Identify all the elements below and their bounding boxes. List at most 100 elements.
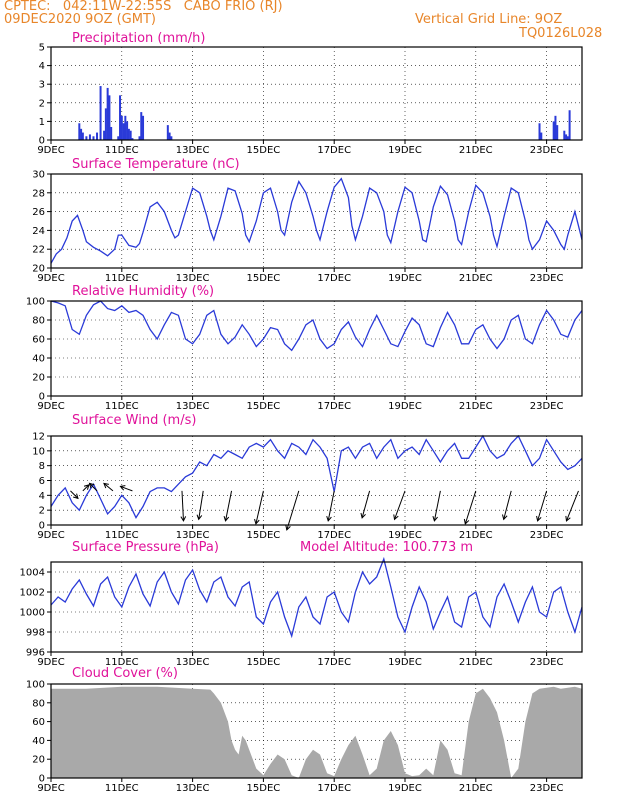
x-tick-label: 17DEC — [317, 657, 351, 668]
precip-bar — [122, 123, 125, 140]
x-tick-label: 13DEC — [176, 145, 210, 156]
precip-bar — [566, 136, 569, 140]
precip-bar — [129, 130, 132, 140]
y-tick-label: 4 — [39, 491, 45, 502]
wind-arrow — [537, 490, 548, 522]
x-tick-label: 23DEC — [530, 783, 564, 794]
precip-bar — [92, 136, 95, 140]
y-tick-label: 22 — [32, 245, 45, 256]
wind-arrow — [181, 490, 184, 521]
precip-bar — [120, 115, 123, 140]
y-tick-label: 1004 — [20, 568, 45, 579]
y-tick-label: 1002 — [20, 588, 45, 599]
panel-2: 20 22 24 26 28 30 9DEC 11DEC 13DEC 15DEC 17DEC 19DE… — [32, 157, 583, 284]
wind-arrow — [103, 482, 114, 492]
header-code: TQ0126L028 — [519, 26, 603, 41]
precip-bar — [110, 126, 113, 140]
precip-bar — [166, 125, 169, 140]
panel-6: 0 20 40 60 80 100 9DEC 11DEC 13DEC 15DEC 17DEC 19DE… — [26, 666, 583, 794]
wind-arrow — [503, 490, 512, 520]
wind-arrow — [565, 490, 579, 522]
precip-bar — [80, 128, 83, 140]
y-tick-label: 998 — [26, 628, 45, 639]
wind-arrow-head — [223, 515, 230, 522]
y-tick-label: 1000 — [20, 608, 45, 619]
wind-arrow-head — [180, 516, 187, 522]
y-tick-label: 2 — [39, 98, 45, 109]
precip-bar — [126, 121, 129, 140]
series-line — [50, 300, 583, 352]
y-tick-label: 40 — [32, 736, 45, 747]
panel-title: Surface Wind (m/s) — [72, 413, 196, 428]
x-tick-label: 23DEC — [530, 530, 564, 541]
panel-1: 0 1 2 3 4 5 9DEC 11DEC 13DEC 15DEC 17DEC 19DEC 21DEC… — [37, 31, 583, 156]
x-tick-label: 17DEC — [317, 530, 351, 541]
y-tick-label: 80 — [32, 698, 45, 709]
x-tick-label: 11DEC — [105, 657, 139, 668]
y-tick-label: 0 — [39, 392, 45, 403]
x-tick-label: 15DEC — [247, 145, 281, 156]
header-date: 09DEC2020 9OZ (GMT) — [4, 12, 156, 27]
x-tick-label: 19DEC — [388, 145, 422, 156]
y-tick-label: 20 — [32, 755, 45, 766]
x-tick-label: 13DEC — [176, 783, 210, 794]
panel-frame — [50, 173, 583, 269]
y-tick-label: 8 — [39, 461, 45, 472]
wind-arrow — [89, 483, 98, 492]
precip-bar — [103, 130, 106, 140]
wind-arrow-head — [119, 485, 126, 491]
y-tick-label: 4 — [39, 61, 45, 72]
precip-bar — [565, 134, 568, 140]
x-tick-label: 19DEC — [388, 657, 422, 668]
wind-arrow — [394, 490, 406, 520]
x-tick-label: 11DEC — [105, 401, 139, 412]
panel-5: 996 998 1000 1002 1004 9DEC 11DEC 13DEC 15DEC 17D… — [20, 540, 583, 668]
x-tick-label: 23DEC — [530, 657, 564, 668]
y-tick-label: 20 — [32, 373, 45, 384]
panel-4: 0 2 4 6 8 10 12 9DEC 11DEC 13DEC 15DEC 17DEC 19DEC 21… — [32, 413, 583, 541]
y-tick-label: 0 — [39, 136, 45, 147]
precip-bar — [168, 132, 171, 140]
x-tick-label: 17DEC — [317, 273, 351, 284]
panel-title: Surface Temperature (nC) — [72, 157, 240, 172]
panel-title: Cloud Cover (%) — [72, 666, 178, 681]
y-tick-label: 24 — [32, 226, 45, 237]
x-tick-label: 21DEC — [459, 145, 493, 156]
header-station: CPTEC: 042:11W-22:55S CABO FRIO (RJ) — [4, 0, 283, 14]
precip-bar — [78, 123, 81, 140]
x-tick-label: 15DEC — [247, 273, 281, 284]
series-line — [50, 434, 583, 519]
y-tick-label: 0 — [39, 774, 45, 785]
y-tick-label: 40 — [32, 354, 45, 365]
x-tick-label: 11DEC — [105, 783, 139, 794]
wind-arrow — [361, 490, 371, 519]
precip-bar — [85, 136, 88, 140]
wind-arrow — [225, 490, 233, 521]
wind-arrow-head — [83, 484, 90, 490]
wind-arrow-head — [103, 482, 109, 489]
y-tick-label: 2 — [39, 506, 45, 517]
wind-arrow — [82, 484, 90, 492]
panel-title: Relative Humidity (%) — [72, 284, 214, 299]
panel-frame — [50, 561, 583, 653]
wind-arrow — [120, 485, 133, 492]
precip-bar — [124, 115, 127, 140]
panel-title: Surface Pressure (hPa) — [72, 540, 219, 555]
wind-arrow-head — [285, 524, 291, 531]
wind-arrow — [433, 490, 441, 521]
x-tick-label: 11DEC — [105, 273, 139, 284]
y-tick-label: 3 — [39, 80, 45, 91]
precip-bar — [554, 115, 557, 140]
wind-arrow-head — [432, 515, 438, 522]
wind-arrow-head — [73, 493, 79, 500]
x-tick-label: 15DEC — [247, 783, 281, 794]
x-tick-label: 23DEC — [530, 401, 564, 412]
x-tick-label: 19DEC — [388, 273, 422, 284]
wind-arrow — [255, 490, 264, 524]
y-tick-label: 20 — [32, 264, 45, 275]
y-tick-label: 12 — [32, 432, 45, 443]
wind-arrow — [464, 490, 477, 525]
precip-bar — [568, 110, 571, 140]
x-tick-label: 11DEC — [105, 530, 139, 541]
x-tick-label: 23DEC — [530, 145, 564, 156]
